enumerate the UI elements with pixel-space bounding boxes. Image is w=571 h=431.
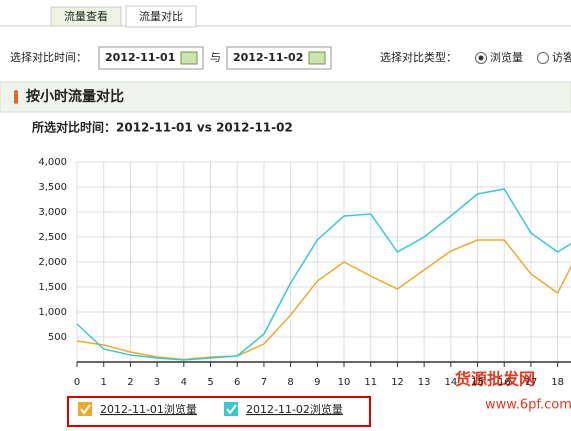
plot [76,161,571,362]
x-tick-label: 11 [364,377,377,388]
x-tick-label: 17 [525,377,538,388]
legend-checkbox[interactable] [224,402,238,416]
tab-label[interactable]: 流量查看 [64,9,108,23]
x-tick-label: 6 [234,377,240,388]
date-input[interactable] [226,46,332,70]
calendar-icon[interactable] [308,51,326,65]
x-tick-label: 12 [391,377,404,388]
x-tick-label: 4 [181,377,187,388]
y-tick-label: 4,000 [38,157,67,168]
filter-label: 选择对比时间： [10,50,87,64]
watermark-url: www.6pf.com [485,398,571,413]
tab-label[interactable]: 流量对比 [139,9,183,23]
x-tick-label: 1 [101,377,107,388]
y-tick-label: 3,500 [38,182,67,193]
legend-check [80,404,91,415]
x-tick-label: 16 [498,377,511,388]
x-tick-label: 5 [207,377,213,388]
radio-label[interactable]: 浏览量 [490,50,523,64]
radio[interactable] [537,52,549,64]
y-tick-label: 1,000 [38,307,67,318]
x-tick-label: 18 [551,377,564,388]
date-value[interactable]: 2012-11-02 [233,51,303,64]
legend-checkbox[interactable] [78,402,92,416]
x-tick-label: 0 [74,377,80,388]
tab-active[interactable] [125,5,197,28]
legend-label[interactable]: 2012-11-02浏览量 [246,402,343,416]
x-tick-label: 8 [287,377,293,388]
panel-marker [14,90,18,104]
type-label: 选择对比类型： [380,50,457,64]
y-tick-label: 1,500 [38,282,67,293]
watermark: 货源批发网 [455,370,535,389]
date-input[interactable] [98,46,204,70]
radio-label[interactable]: 访客 [552,50,571,64]
x-tick-label: 9 [314,377,320,388]
x-tick-label: 15 [471,377,484,388]
y-tick-label: 2,000 [38,257,67,268]
y-tick-label: 3,000 [38,207,67,218]
x-tick-label: 14 [444,377,457,388]
date-value[interactable]: 2012-11-01 [105,51,175,64]
chart-title: 所选对比时间：2012-11-01 vs 2012-11-02 [32,120,293,135]
series-line [76,188,571,361]
y-tick-label: 2,500 [38,232,67,243]
calendar-icon[interactable] [180,51,198,65]
x-tick-label: 3 [154,377,160,388]
y-tick-label: 500 [48,332,67,343]
joiner: 与 [210,51,221,64]
legend-box [67,396,371,427]
radio-dot [478,55,484,61]
x-tick-label: 13 [418,377,431,388]
series-line [76,239,571,361]
panel-title: 按小时流量对比 [26,88,124,105]
tab[interactable] [50,6,122,27]
x-tick-label: 2 [127,377,133,388]
x-tick-label: 10 [338,377,351,388]
x-tick-label: 7 [261,377,267,388]
legend-label[interactable]: 2012-11-01浏览量 [100,402,197,416]
panel-header [0,81,571,113]
legend-check [226,404,237,415]
